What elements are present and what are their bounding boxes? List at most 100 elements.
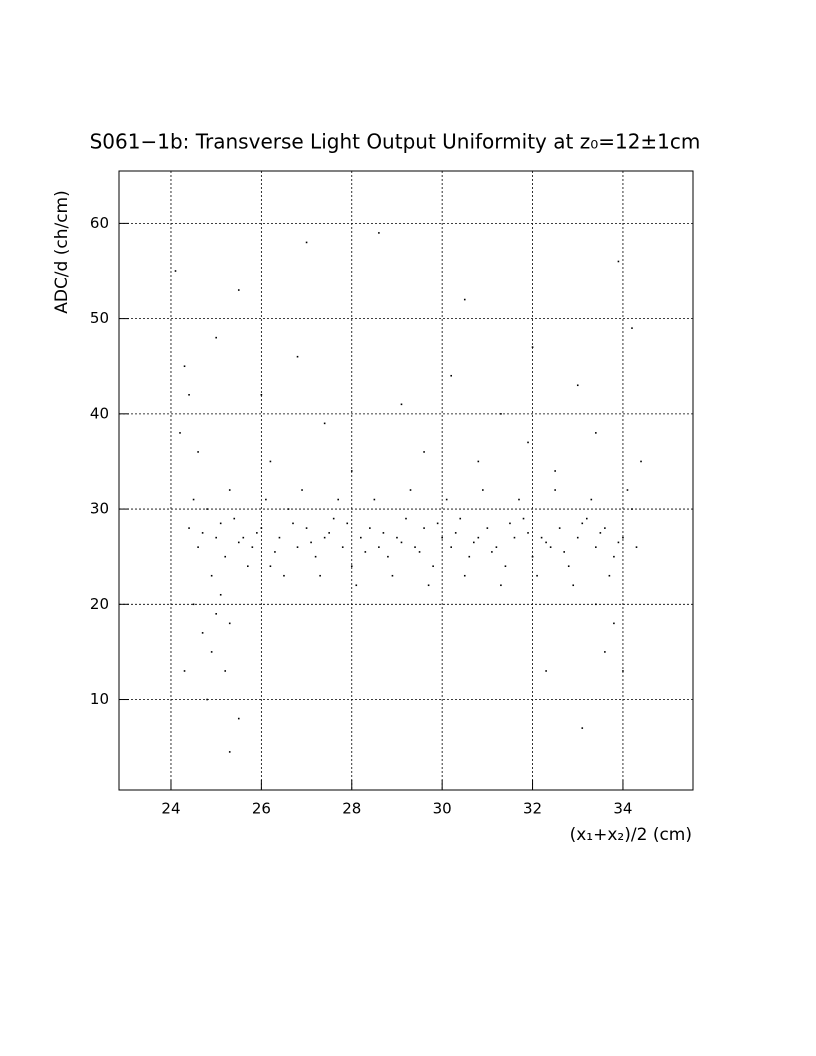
point — [301, 489, 303, 491]
point — [201, 632, 204, 634]
point — [418, 551, 421, 553]
point — [260, 393, 263, 396]
point — [414, 546, 416, 548]
point — [599, 532, 602, 534]
point — [228, 622, 231, 625]
point — [563, 551, 565, 553]
point — [527, 532, 529, 534]
point — [179, 432, 181, 434]
point — [436, 522, 439, 525]
point — [423, 451, 425, 453]
point — [477, 460, 480, 463]
point — [545, 670, 547, 672]
point — [305, 527, 308, 529]
point — [509, 522, 511, 525]
y-tick-label: 50 — [90, 309, 109, 327]
point — [269, 460, 272, 463]
point — [323, 536, 326, 539]
y-tick-label: 40 — [90, 404, 109, 422]
x-tick-label: 24 — [161, 800, 180, 818]
point — [296, 355, 299, 358]
point — [323, 422, 326, 425]
point — [482, 489, 484, 491]
point — [237, 289, 240, 291]
point — [278, 536, 281, 539]
point — [378, 232, 380, 234]
point — [631, 508, 633, 510]
point — [373, 498, 376, 501]
point — [445, 498, 448, 501]
point — [337, 498, 340, 501]
point — [613, 622, 615, 625]
point — [206, 508, 208, 510]
point — [626, 489, 629, 491]
point — [265, 498, 267, 501]
point — [491, 551, 493, 553]
point — [242, 536, 245, 539]
point — [183, 670, 186, 672]
point — [631, 327, 633, 329]
x-axis-label: (x₁+x₂)/2 (cm) — [570, 825, 692, 845]
point — [341, 546, 344, 548]
point — [319, 574, 321, 577]
point — [531, 555, 534, 558]
point — [500, 584, 502, 587]
point — [192, 603, 195, 606]
point — [554, 470, 556, 472]
point — [585, 517, 588, 520]
x-tick-label: 32 — [523, 800, 542, 818]
point — [296, 546, 299, 548]
point — [450, 374, 452, 377]
point — [287, 508, 290, 510]
point — [269, 565, 272, 568]
point — [463, 298, 466, 301]
point — [197, 451, 199, 453]
point — [518, 498, 520, 501]
point — [531, 346, 534, 348]
point — [608, 574, 611, 577]
point — [595, 603, 597, 606]
chart-title: S061−1b: Transverse Light Output Uniform… — [90, 130, 701, 154]
point — [486, 527, 489, 529]
point — [350, 565, 353, 568]
point — [432, 565, 434, 568]
point — [378, 546, 380, 548]
point — [423, 527, 425, 529]
point — [604, 651, 606, 653]
y-tick-label: 10 — [90, 690, 109, 708]
point — [450, 546, 452, 548]
point — [382, 532, 385, 534]
point — [174, 270, 177, 272]
point — [617, 541, 620, 544]
point — [513, 536, 516, 539]
point — [405, 517, 407, 520]
point — [595, 546, 597, 548]
point — [400, 403, 403, 406]
y-tick-label: 20 — [90, 595, 109, 613]
point — [219, 593, 222, 596]
point — [237, 541, 240, 544]
point — [314, 555, 317, 558]
point — [364, 551, 367, 553]
point — [495, 546, 498, 548]
point — [635, 546, 638, 548]
point — [463, 574, 466, 577]
point — [346, 522, 349, 525]
plot-frame — [118, 170, 694, 791]
point — [522, 517, 525, 520]
point — [274, 551, 276, 553]
point — [576, 536, 579, 539]
point — [256, 532, 258, 534]
point — [441, 536, 443, 539]
point — [369, 527, 371, 529]
point — [247, 565, 249, 568]
point — [224, 670, 227, 672]
y-tick-label: 30 — [90, 500, 109, 518]
y-tick-label: 60 — [90, 214, 109, 232]
point — [459, 517, 462, 520]
point — [283, 574, 285, 577]
point — [500, 413, 502, 415]
point — [192, 498, 195, 501]
point — [540, 536, 543, 539]
point — [260, 527, 263, 529]
